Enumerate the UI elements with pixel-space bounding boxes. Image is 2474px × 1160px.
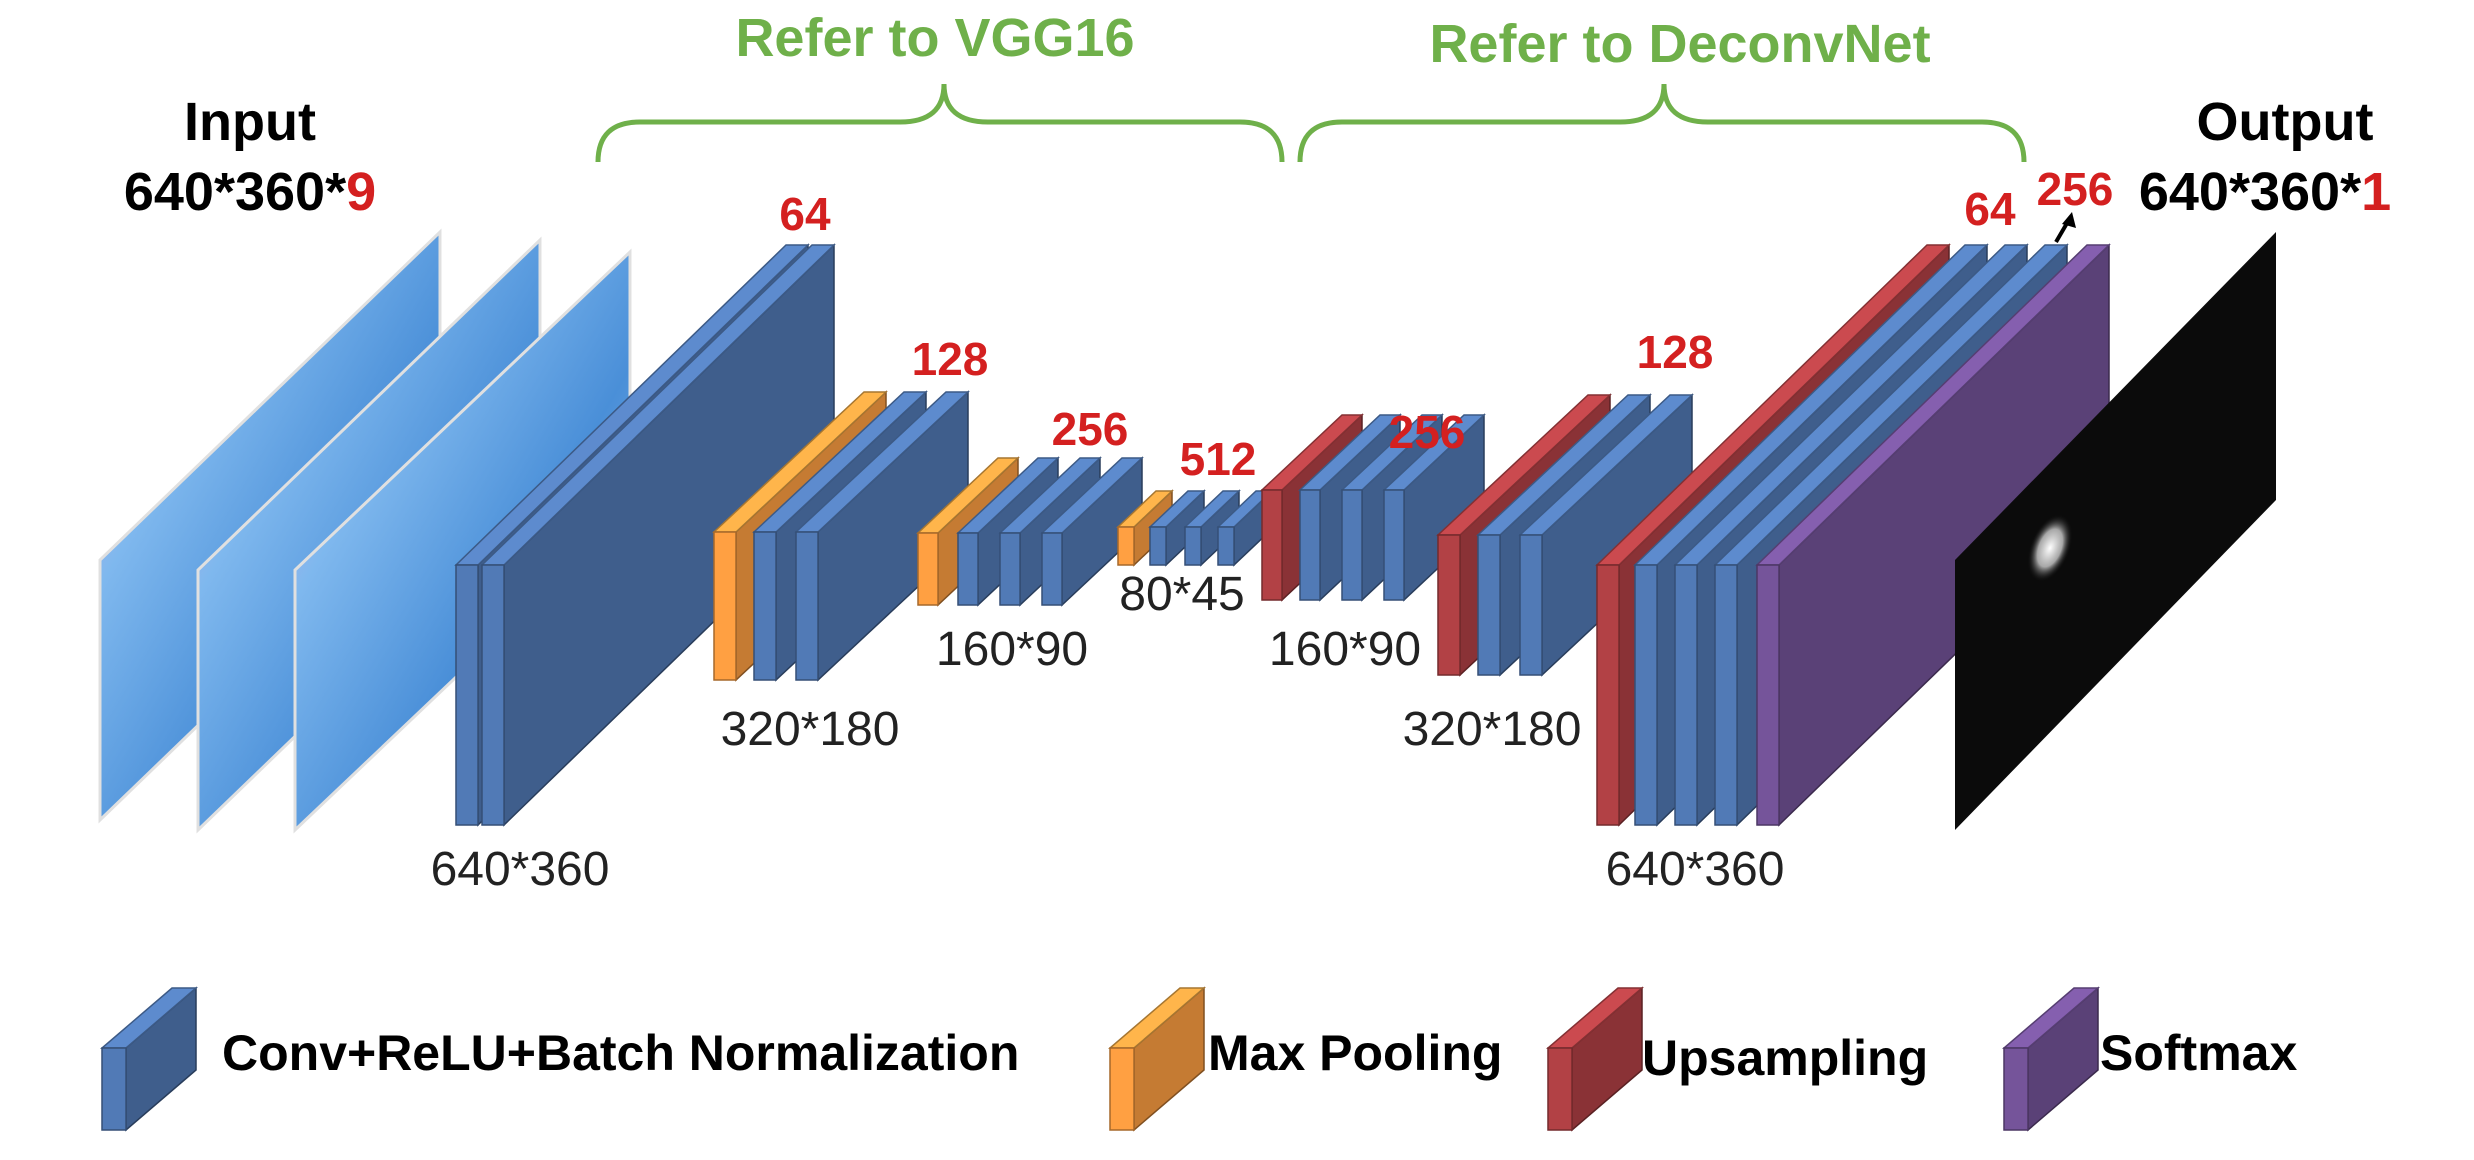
channel-arrowhead xyxy=(2062,212,2076,228)
block-conv-g6-2-front xyxy=(1674,564,1698,826)
size-label-enc1: 640*360 xyxy=(431,843,610,896)
block-conv-g4-2-front xyxy=(1341,489,1363,601)
channel-label-enc2: 128 xyxy=(912,333,989,385)
output-title: Output xyxy=(2197,92,2374,152)
legend-swatch-upsample xyxy=(1545,986,1645,1132)
legend-swatch-softmax-front xyxy=(2003,1047,2029,1131)
input-title: Input xyxy=(184,92,316,152)
legend-swatch-pool xyxy=(1107,986,1207,1132)
input-frames xyxy=(98,228,632,834)
size-label-dec2: 320*180 xyxy=(1403,703,1582,756)
block-pool-g2-0-front xyxy=(917,532,939,606)
block-upsample-g5-0-front xyxy=(1437,534,1461,676)
block-conv-g6-1-front xyxy=(1634,564,1658,826)
block-conv-g1-2 xyxy=(794,390,970,682)
block-conv-g4-1-front xyxy=(1299,489,1321,601)
channel-label-enc3: 256 xyxy=(1052,403,1129,455)
block-upsample-g4-0-front xyxy=(1261,489,1283,601)
legend-swatch-conv xyxy=(99,986,199,1132)
output-frame xyxy=(1955,232,2276,830)
block-conv-g5-1-front xyxy=(1477,534,1501,676)
block-conv-g6-3-front xyxy=(1714,564,1738,826)
block-conv-g1-1-front xyxy=(753,531,777,681)
size-label-enc4: 80*45 xyxy=(1119,568,1244,621)
legend-swatch-upsample-front xyxy=(1547,1047,1573,1131)
block-conv-g2-2-front xyxy=(999,532,1021,606)
channel-label-enc4: 512 xyxy=(1180,433,1257,485)
block-conv-g2-3-front xyxy=(1041,532,1063,606)
block-conv-g2-3 xyxy=(1040,456,1144,607)
block-softmax-g6-4-front xyxy=(1756,564,1780,826)
channel-label-dec2: 128 xyxy=(1637,326,1714,378)
block-upsample-g6-0-front xyxy=(1596,564,1620,826)
block-conv-g3-1-front xyxy=(1149,526,1167,566)
deconv-bracket xyxy=(1297,83,2027,163)
legend-swatch-pool-front xyxy=(1109,1047,1135,1131)
output-dims: 640*360*1 xyxy=(2139,162,2391,222)
legend-pool-label: Max Pooling xyxy=(1208,1025,1502,1081)
output-heatmap xyxy=(1955,232,2276,830)
block-conv-g4-3 xyxy=(1382,413,1486,602)
heatmap-spot xyxy=(2027,513,2073,583)
block-conv-g3-3-front xyxy=(1217,526,1235,566)
output-channels: 1 xyxy=(2361,162,2391,222)
legend-softmax-label: Softmax xyxy=(2100,1025,2297,1081)
channel-label-dec1: 64 xyxy=(1964,183,2016,235)
legend-upsample-label: Upsampling xyxy=(1642,1030,1928,1086)
block-conv-g0-1 xyxy=(480,243,836,827)
block-pool-g3-0-front xyxy=(1117,526,1135,566)
legend-swatches xyxy=(99,986,2101,1132)
legend-conv-label: Conv+ReLU+Batch Normalization xyxy=(222,1025,1019,1081)
vgg-bracket xyxy=(595,83,1285,163)
block-softmax-g6-4 xyxy=(1755,243,2111,827)
block-conv-g5-2-front xyxy=(1519,534,1543,676)
block-pool-g1-0-front xyxy=(713,531,737,681)
block-conv-g3-2-front xyxy=(1184,526,1202,566)
size-label-dec1: 640*360 xyxy=(1606,843,1785,896)
vgg-header: Refer to VGG16 xyxy=(735,8,1134,68)
channel-label-enc1: 64 xyxy=(779,188,831,240)
legend-swatch-conv-front xyxy=(101,1047,127,1131)
input-channels: 9 xyxy=(346,162,376,222)
legend-swatch-softmax xyxy=(2001,986,2101,1132)
deconv-header: Refer to DeconvNet xyxy=(1429,14,1930,74)
size-label-dec3: 160*90 xyxy=(1269,623,1421,676)
block-conv-g1-2-front xyxy=(795,531,819,681)
layer-blocks xyxy=(454,243,2111,827)
block-conv-g2-1-front xyxy=(957,532,979,606)
size-label-enc2: 320*180 xyxy=(721,703,900,756)
channel-label-dec1b: 256 xyxy=(2037,163,2114,215)
size-label-enc3: 160*90 xyxy=(936,623,1088,676)
block-conv-g0-1-front xyxy=(481,564,505,826)
block-conv-g4-3-front xyxy=(1383,489,1405,601)
block-conv-g5-2 xyxy=(1518,393,1694,677)
channel-label-dec3: 256 xyxy=(1389,406,1466,458)
input-dims: 640*360*9 xyxy=(124,162,376,222)
block-conv-g0-0-front xyxy=(455,564,479,826)
